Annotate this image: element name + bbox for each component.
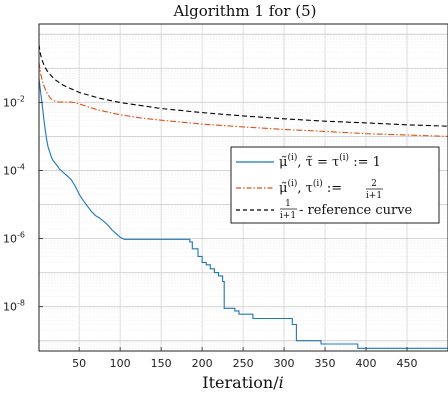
series-line-2: [38, 62, 448, 137]
legend-fraction-2-num: 2: [371, 179, 377, 189]
legend-label-2: μ̃(i), τ(i) :=: [279, 178, 342, 196]
series-layer: [38, 44, 448, 349]
x-tick-label: 400: [356, 357, 377, 370]
legend-fraction-2-den: i+1: [366, 191, 382, 201]
y-tick-label: 10-6: [3, 231, 25, 246]
x-tick-label: 150: [151, 357, 172, 370]
x-tick-label: 200: [192, 357, 213, 370]
x-tick-label: 100: [110, 357, 131, 370]
legend-label-3: - reference curve: [299, 203, 413, 218]
series-line-1: [38, 78, 448, 349]
x-tick-label: 250: [233, 357, 254, 370]
x-tick-label: 50: [72, 357, 86, 370]
x-tick-label: 300: [274, 357, 295, 370]
x-tick-label: 350: [315, 357, 336, 370]
legend-fraction-3-den: i+1: [280, 211, 296, 221]
x-axis-title: Iteration/i: [202, 373, 283, 392]
series-line-3: [38, 44, 448, 127]
y-tick-label: 10-8: [3, 299, 25, 314]
plot-frame: [38, 23, 448, 352]
legend-box: [230, 146, 440, 224]
y-ticks: 10-2 10-4 10-6 10-8: [3, 94, 43, 314]
legend: μ̃(i), τ̃ = τ(i) := 1 μ̃(i), τ(i) := 2 i…: [230, 146, 440, 224]
x-tick-label: 450: [397, 357, 418, 370]
y-tick-label: 10-2: [3, 94, 25, 109]
legend-label-1: μ̃(i), τ̃ = τ(i) := 1: [279, 152, 381, 170]
x-ticks: 50 100 150 200 250 300 350 400 450: [72, 347, 418, 370]
x-axis-label: Iteration/i: [202, 373, 283, 392]
chart-title: Algorithm 1 for (5): [173, 2, 317, 20]
legend-fraction-3-num: 1: [285, 199, 291, 209]
y-tick-label: 10-4: [3, 162, 25, 177]
